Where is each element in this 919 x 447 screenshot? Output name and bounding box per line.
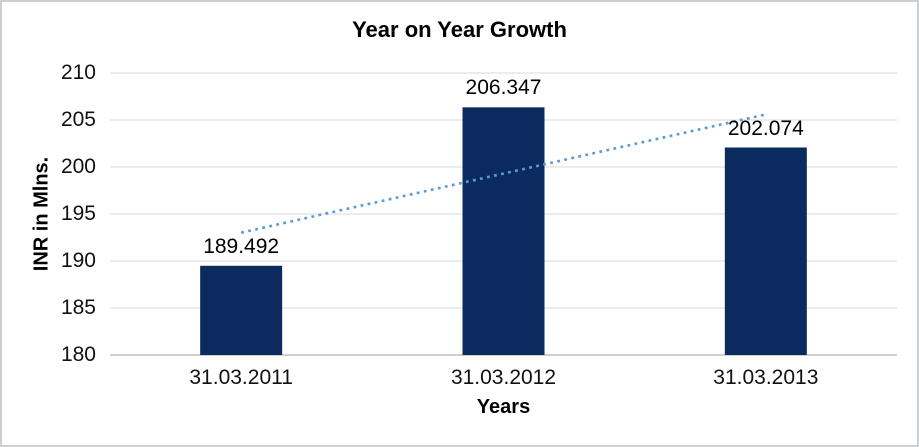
y-tick-label: 190 (60, 249, 96, 272)
bar-31.03.2012 (462, 107, 545, 356)
y-tick-label: 210 (60, 61, 96, 84)
bar-data-label: 206.347 (465, 76, 542, 100)
chart-title: Year on Year Growth (352, 17, 567, 42)
bar-31.03.2011 (200, 265, 283, 355)
y-tick-label: 180 (60, 343, 96, 366)
x-category-label: 31.03.2012 (450, 366, 557, 389)
y-tick-label: 195 (60, 202, 96, 225)
y-tick-label: 205 (60, 108, 96, 131)
x-category-label: 31.03.2013 (713, 366, 819, 389)
bar-data-label: 202.074 (727, 116, 804, 140)
trendline (240, 113, 767, 234)
x-category-label: 31.03.2011 (189, 366, 293, 389)
y-tick-label: 200 (60, 155, 96, 178)
y-tick-label: 185 (60, 296, 96, 319)
bar-31.03.2013 (724, 147, 807, 355)
bar-data-label: 189.492 (203, 234, 280, 258)
x-axis-title: Years (476, 396, 531, 418)
y-axis-title: INR in Mlns. (30, 156, 53, 272)
